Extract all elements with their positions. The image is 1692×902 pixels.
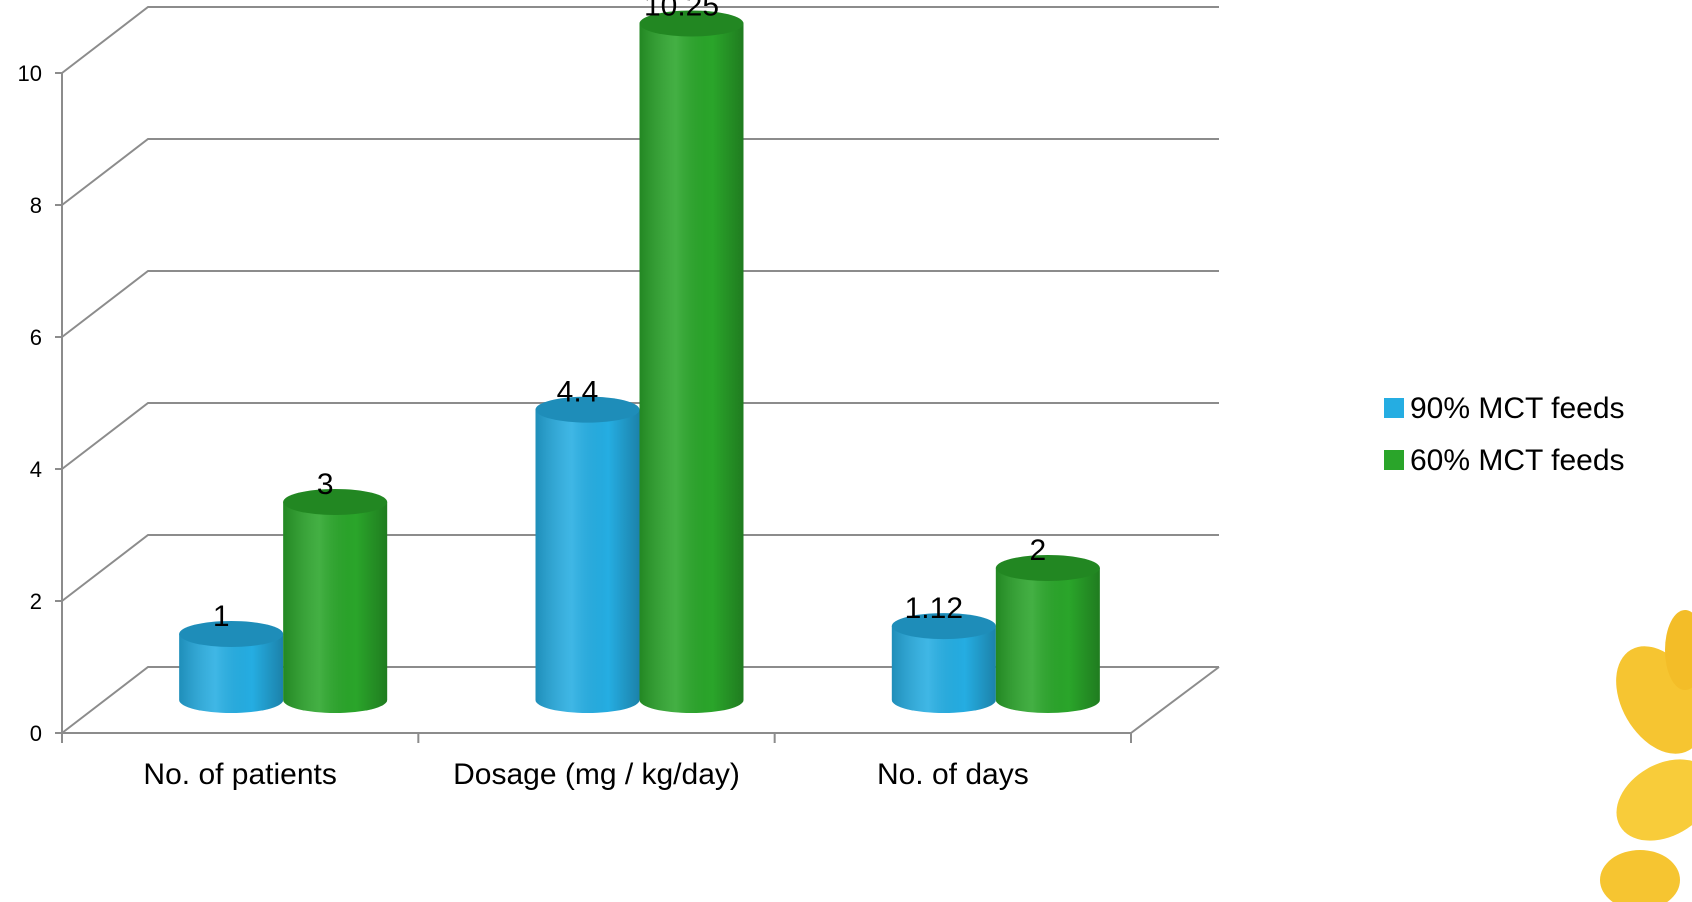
legend-label: 60% MCT feeds	[1410, 444, 1625, 477]
y-tick-label: 4	[30, 457, 42, 482]
grid-line	[61, 138, 1219, 206]
bar-shade	[283, 502, 388, 714]
grid-line	[61, 270, 1219, 338]
value-label: 4.4	[557, 376, 599, 409]
value-label: 10.25	[644, 0, 719, 23]
bar-top-shade	[995, 555, 1100, 581]
y-tick-label: 2	[30, 589, 42, 614]
bar-shade	[891, 626, 996, 714]
floor-right	[1130, 666, 1220, 734]
bar-top	[891, 613, 996, 640]
y-tick-label: 0	[30, 721, 42, 746]
legend-swatch	[1384, 398, 1404, 418]
x-tick-label: No. of patients	[143, 758, 337, 791]
grid-line	[61, 534, 1219, 602]
bar-shade	[639, 23, 744, 714]
y-tick-label: 6	[30, 325, 42, 350]
value-label: 3	[317, 468, 334, 501]
grid-line	[61, 666, 1219, 734]
bar-top-shade	[891, 613, 996, 640]
bar-top	[535, 396, 640, 423]
legend-label: 90% MCT feeds	[1410, 392, 1625, 425]
legend-swatch	[1384, 450, 1404, 470]
bar-top-shade	[179, 621, 284, 647]
value-label: 2	[1029, 534, 1046, 567]
grid-line	[61, 402, 1219, 470]
bar-top-shade	[639, 10, 744, 37]
bar-shade	[535, 409, 640, 714]
bar-top-shade	[535, 396, 640, 423]
bar-top	[179, 621, 284, 647]
bar-shade	[995, 568, 1100, 713]
y-tick-label: 10	[18, 61, 42, 86]
decoration	[1600, 610, 1692, 902]
x-tick-label: Dosage (mg / kg/day)	[453, 758, 740, 791]
bar-top	[639, 10, 744, 37]
bar-top-shade	[283, 489, 388, 515]
value-label: 1.12	[905, 592, 963, 625]
x-tick-label: No. of days	[876, 758, 1029, 791]
bar-shade	[179, 634, 284, 713]
bar-top	[283, 489, 388, 515]
value-label: 1	[213, 600, 230, 633]
grid-line	[61, 6, 1219, 74]
y-tick-label: 8	[30, 193, 42, 218]
bar-top	[995, 555, 1100, 581]
